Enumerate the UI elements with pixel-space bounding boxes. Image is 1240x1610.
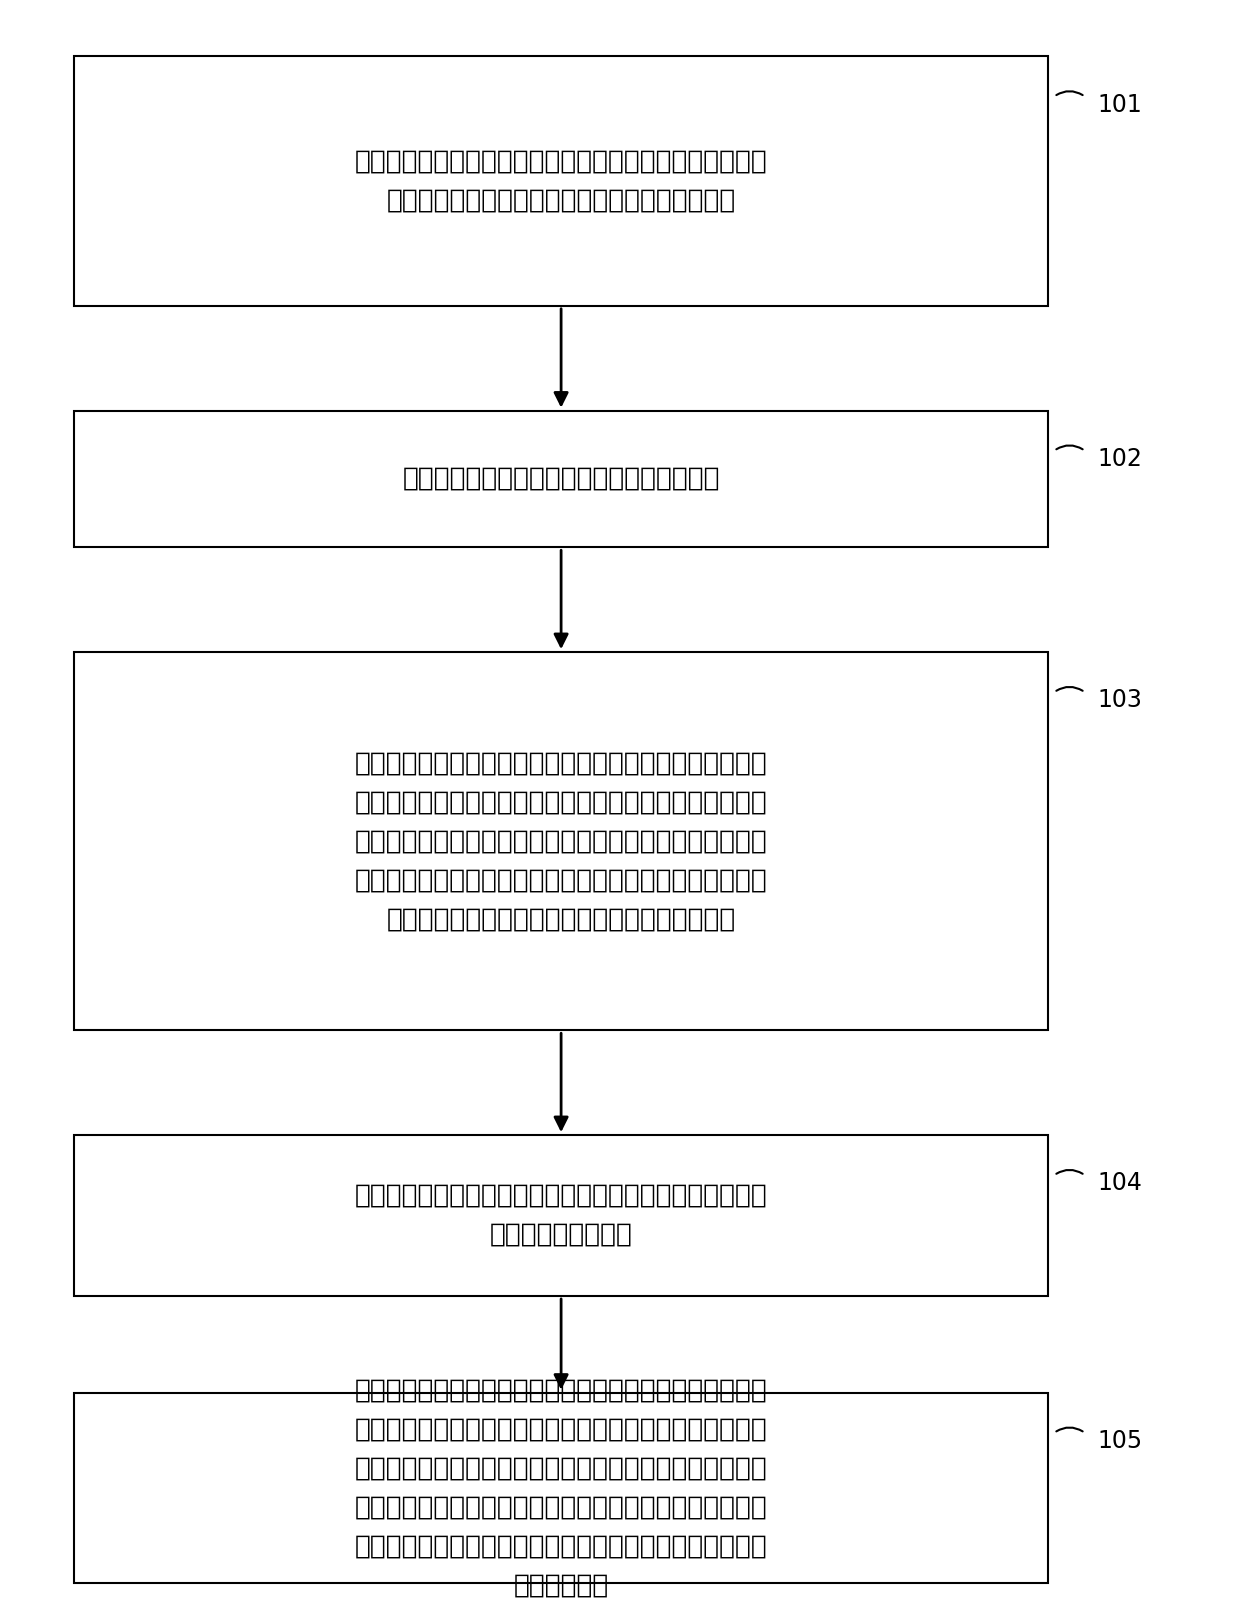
Text: 102: 102 [1097, 448, 1142, 470]
Text: 根据页岩岩石样品的各组分含量、密度和速度，基于页岩岩
石物理模型，调整层状有机质含量和层状粘土含量，当页岩
岩石物理模型速度与实测速度的差值在预设范围内时，反演: 根据页岩岩石样品的各组分含量、密度和速度，基于页岩岩 石物理模型，调整层状有机质… [355, 750, 768, 932]
Text: 设定页岩包括骨架、有机质、粘土和孔隙，其中，有机质包
括层状有机质，粘土包括层状粘土，孔隙中包括水: 设定页岩包括骨架、有机质、粘土和孔隙，其中，有机质包 括层状有机质，粘土包括层状… [355, 148, 768, 214]
Text: 105: 105 [1097, 1430, 1142, 1452]
Text: 获取页岩岩石样品的各组分含量、密度和速度: 获取页岩岩石样品的各组分含量、密度和速度 [402, 465, 720, 493]
Text: 根据实际测井资料数据，获取实际地层中的页岩岩石的密度
曲线和声波时差曲线: 根据实际测井资料数据，获取实际地层中的页岩岩石的密度 曲线和声波时差曲线 [355, 1183, 768, 1248]
Text: 104: 104 [1097, 1172, 1142, 1195]
Bar [74, 652, 1048, 1030]
Bar [74, 411, 1048, 547]
Text: 根据实际地层中的页岩岩石的密度曲线、声波时差曲线和各
深度段的层状有机质含量和层状粘土含量，以及骨架、有机
质、粘土和整个页岩岩石的等效弹性模量，基于页岩岩石物: 根据实际地层中的页岩岩石的密度曲线、声波时差曲线和各 深度段的层状有机质含量和层… [355, 1377, 768, 1599]
Text: 103: 103 [1097, 689, 1142, 712]
Bar [74, 56, 1048, 306]
Bar [74, 1135, 1048, 1296]
Bar [74, 1393, 1048, 1583]
Text: 101: 101 [1097, 93, 1142, 116]
